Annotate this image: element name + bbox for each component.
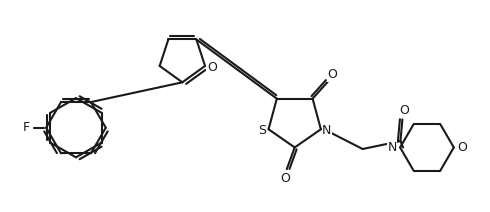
Text: O: O [280, 172, 290, 184]
Text: O: O [327, 68, 338, 81]
Text: F: F [23, 121, 30, 134]
Text: O: O [457, 141, 466, 154]
Text: O: O [399, 104, 409, 117]
Text: N: N [322, 124, 332, 137]
Text: S: S [259, 124, 267, 137]
Text: N: N [388, 141, 397, 154]
Text: O: O [207, 61, 217, 74]
